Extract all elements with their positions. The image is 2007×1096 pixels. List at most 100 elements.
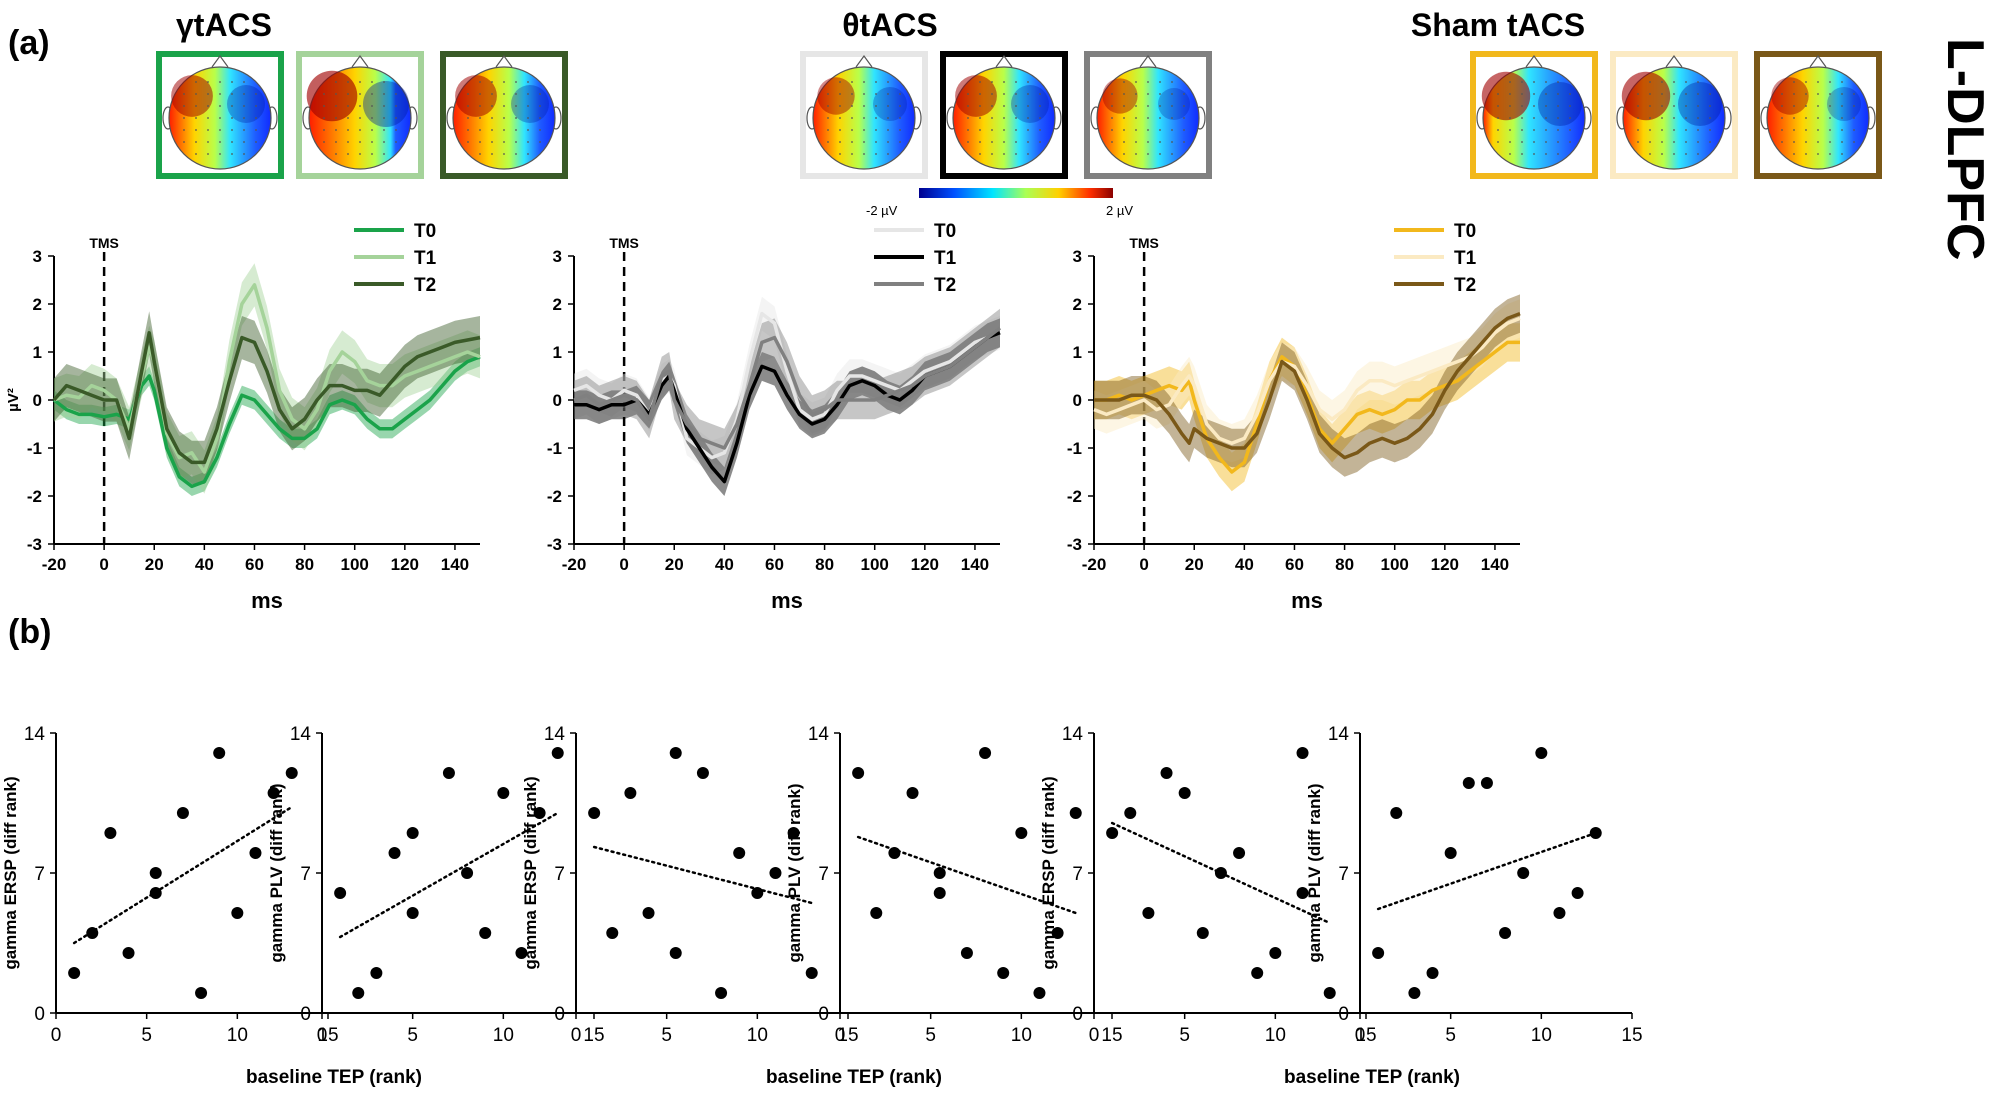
x-tick-label: 140 <box>441 555 469 574</box>
group-title-2: θtACS <box>842 7 938 43</box>
electrode-dot <box>491 105 493 107</box>
scatter-plot-3: 0 7 14 0 5 10 15 gamma ERSP (diff rank) baseline… <box>521 724 942 1088</box>
topomap-gamma-t2 <box>440 51 568 179</box>
electrode-dot <box>1123 153 1125 155</box>
electrode-dot <box>1159 93 1161 95</box>
electrode-dot <box>827 141 829 143</box>
x-tick-label: 15 <box>837 1025 858 1046</box>
scatter-point <box>1124 807 1137 819</box>
electrode-dot <box>1557 153 1559 155</box>
electrode-dot <box>1661 81 1663 83</box>
electrode-dot <box>1545 81 1547 83</box>
electrode-dot <box>467 141 469 143</box>
electrode-dot <box>1533 153 1535 155</box>
y-tick-label: -3 <box>27 535 42 554</box>
series-line-t2 <box>573 326 1002 450</box>
scatter-point <box>1517 867 1530 879</box>
electrode-dot <box>1557 81 1559 83</box>
x-tick-label: 0 <box>1139 555 1148 574</box>
electrode-dot <box>371 153 373 155</box>
electrode-dot <box>207 105 209 107</box>
electrode-dot <box>839 141 841 143</box>
electrode-dot <box>383 153 385 155</box>
y-tick-label: 7 <box>1338 864 1349 885</box>
electrode-dot <box>243 105 245 107</box>
y-axis-label: µV² <box>5 388 22 412</box>
electrode-dot <box>527 93 529 95</box>
x-tick-label: 20 <box>1185 555 1204 574</box>
electrode-dot <box>219 105 221 107</box>
electrode-dot <box>1533 93 1535 95</box>
electrode-dot <box>207 81 209 83</box>
electrode-dot <box>491 129 493 131</box>
electrode-dot <box>1003 117 1005 119</box>
electrode-dot <box>1521 117 1523 119</box>
electrode-dot <box>1509 129 1511 131</box>
electrode-dot <box>1781 105 1783 107</box>
electrode-dot <box>1015 81 1017 83</box>
electrode-dot <box>359 141 361 143</box>
electrode-dot <box>1685 81 1687 83</box>
electrode-dot <box>1027 129 1029 131</box>
electrode-dot <box>1159 153 1161 155</box>
error-band-t1 <box>574 318 1000 496</box>
electrode-dot <box>347 153 349 155</box>
electrode-dot <box>1533 117 1535 119</box>
electrode-dot <box>827 93 829 95</box>
electrode-dot <box>1817 141 1819 143</box>
electrode-dot <box>1697 141 1699 143</box>
y-tick-label: 14 <box>1062 724 1084 745</box>
y-tick-label: 7 <box>34 864 45 885</box>
scatter-point <box>195 987 208 999</box>
series-line-t1 <box>1093 316 1521 445</box>
scatter-point <box>1015 827 1028 839</box>
electrode-dot <box>1003 153 1005 155</box>
electrode-dot <box>467 117 469 119</box>
x-tick-label: 0 <box>51 1025 62 1046</box>
scatter-point <box>642 907 655 919</box>
electrode-dot <box>851 105 853 107</box>
electrode-dot <box>875 153 877 155</box>
electrode-dot <box>335 129 337 131</box>
electrode-dot <box>539 129 541 131</box>
electrode-dot <box>527 153 529 155</box>
x-tick-label: 5 <box>141 1025 152 1046</box>
electrode-dot <box>359 93 361 95</box>
scatter-point <box>588 807 601 819</box>
electrode-dot <box>195 141 197 143</box>
electrode-dot <box>243 93 245 95</box>
electrode-dot <box>1533 141 1535 143</box>
electrode-dot <box>863 105 865 107</box>
electrode-dot <box>979 105 981 107</box>
electrode-dot <box>863 117 865 119</box>
electrode-dot <box>1015 153 1017 155</box>
electrode-dot <box>1829 117 1831 119</box>
electrode-dot <box>335 93 337 95</box>
scatter-point <box>870 907 883 919</box>
scatter-point <box>888 847 901 859</box>
electrode-dot <box>851 141 853 143</box>
electrode-dot <box>1533 105 1535 107</box>
electrode-dot <box>1661 93 1663 95</box>
electrode-dot <box>887 105 889 107</box>
y-tick-label: 7 <box>554 864 565 885</box>
electrode-dot <box>1709 93 1711 95</box>
y-tick-label: 14 <box>808 724 830 745</box>
electrode-dot <box>1661 153 1663 155</box>
electrode-dot <box>491 153 493 155</box>
side-label-l-dlpfc: L-DLPFC <box>1936 38 1994 260</box>
electrode-dot <box>335 141 337 143</box>
y-tick-label: 14 <box>544 724 566 745</box>
scatter-point <box>960 947 973 959</box>
electrode-dot <box>539 117 541 119</box>
x-tick-label: 20 <box>145 555 164 574</box>
x-tick-label: 100 <box>1381 555 1409 574</box>
electrode-dot <box>219 81 221 83</box>
x-tick-label: 140 <box>1481 555 1509 574</box>
electrode-dot <box>1123 129 1125 131</box>
electrode-dot <box>243 141 245 143</box>
negative-hotspot <box>1538 82 1582 126</box>
error-band-t2 <box>574 308 1000 468</box>
y-tick-label: -2 <box>547 487 562 506</box>
electrode-dot <box>347 81 349 83</box>
